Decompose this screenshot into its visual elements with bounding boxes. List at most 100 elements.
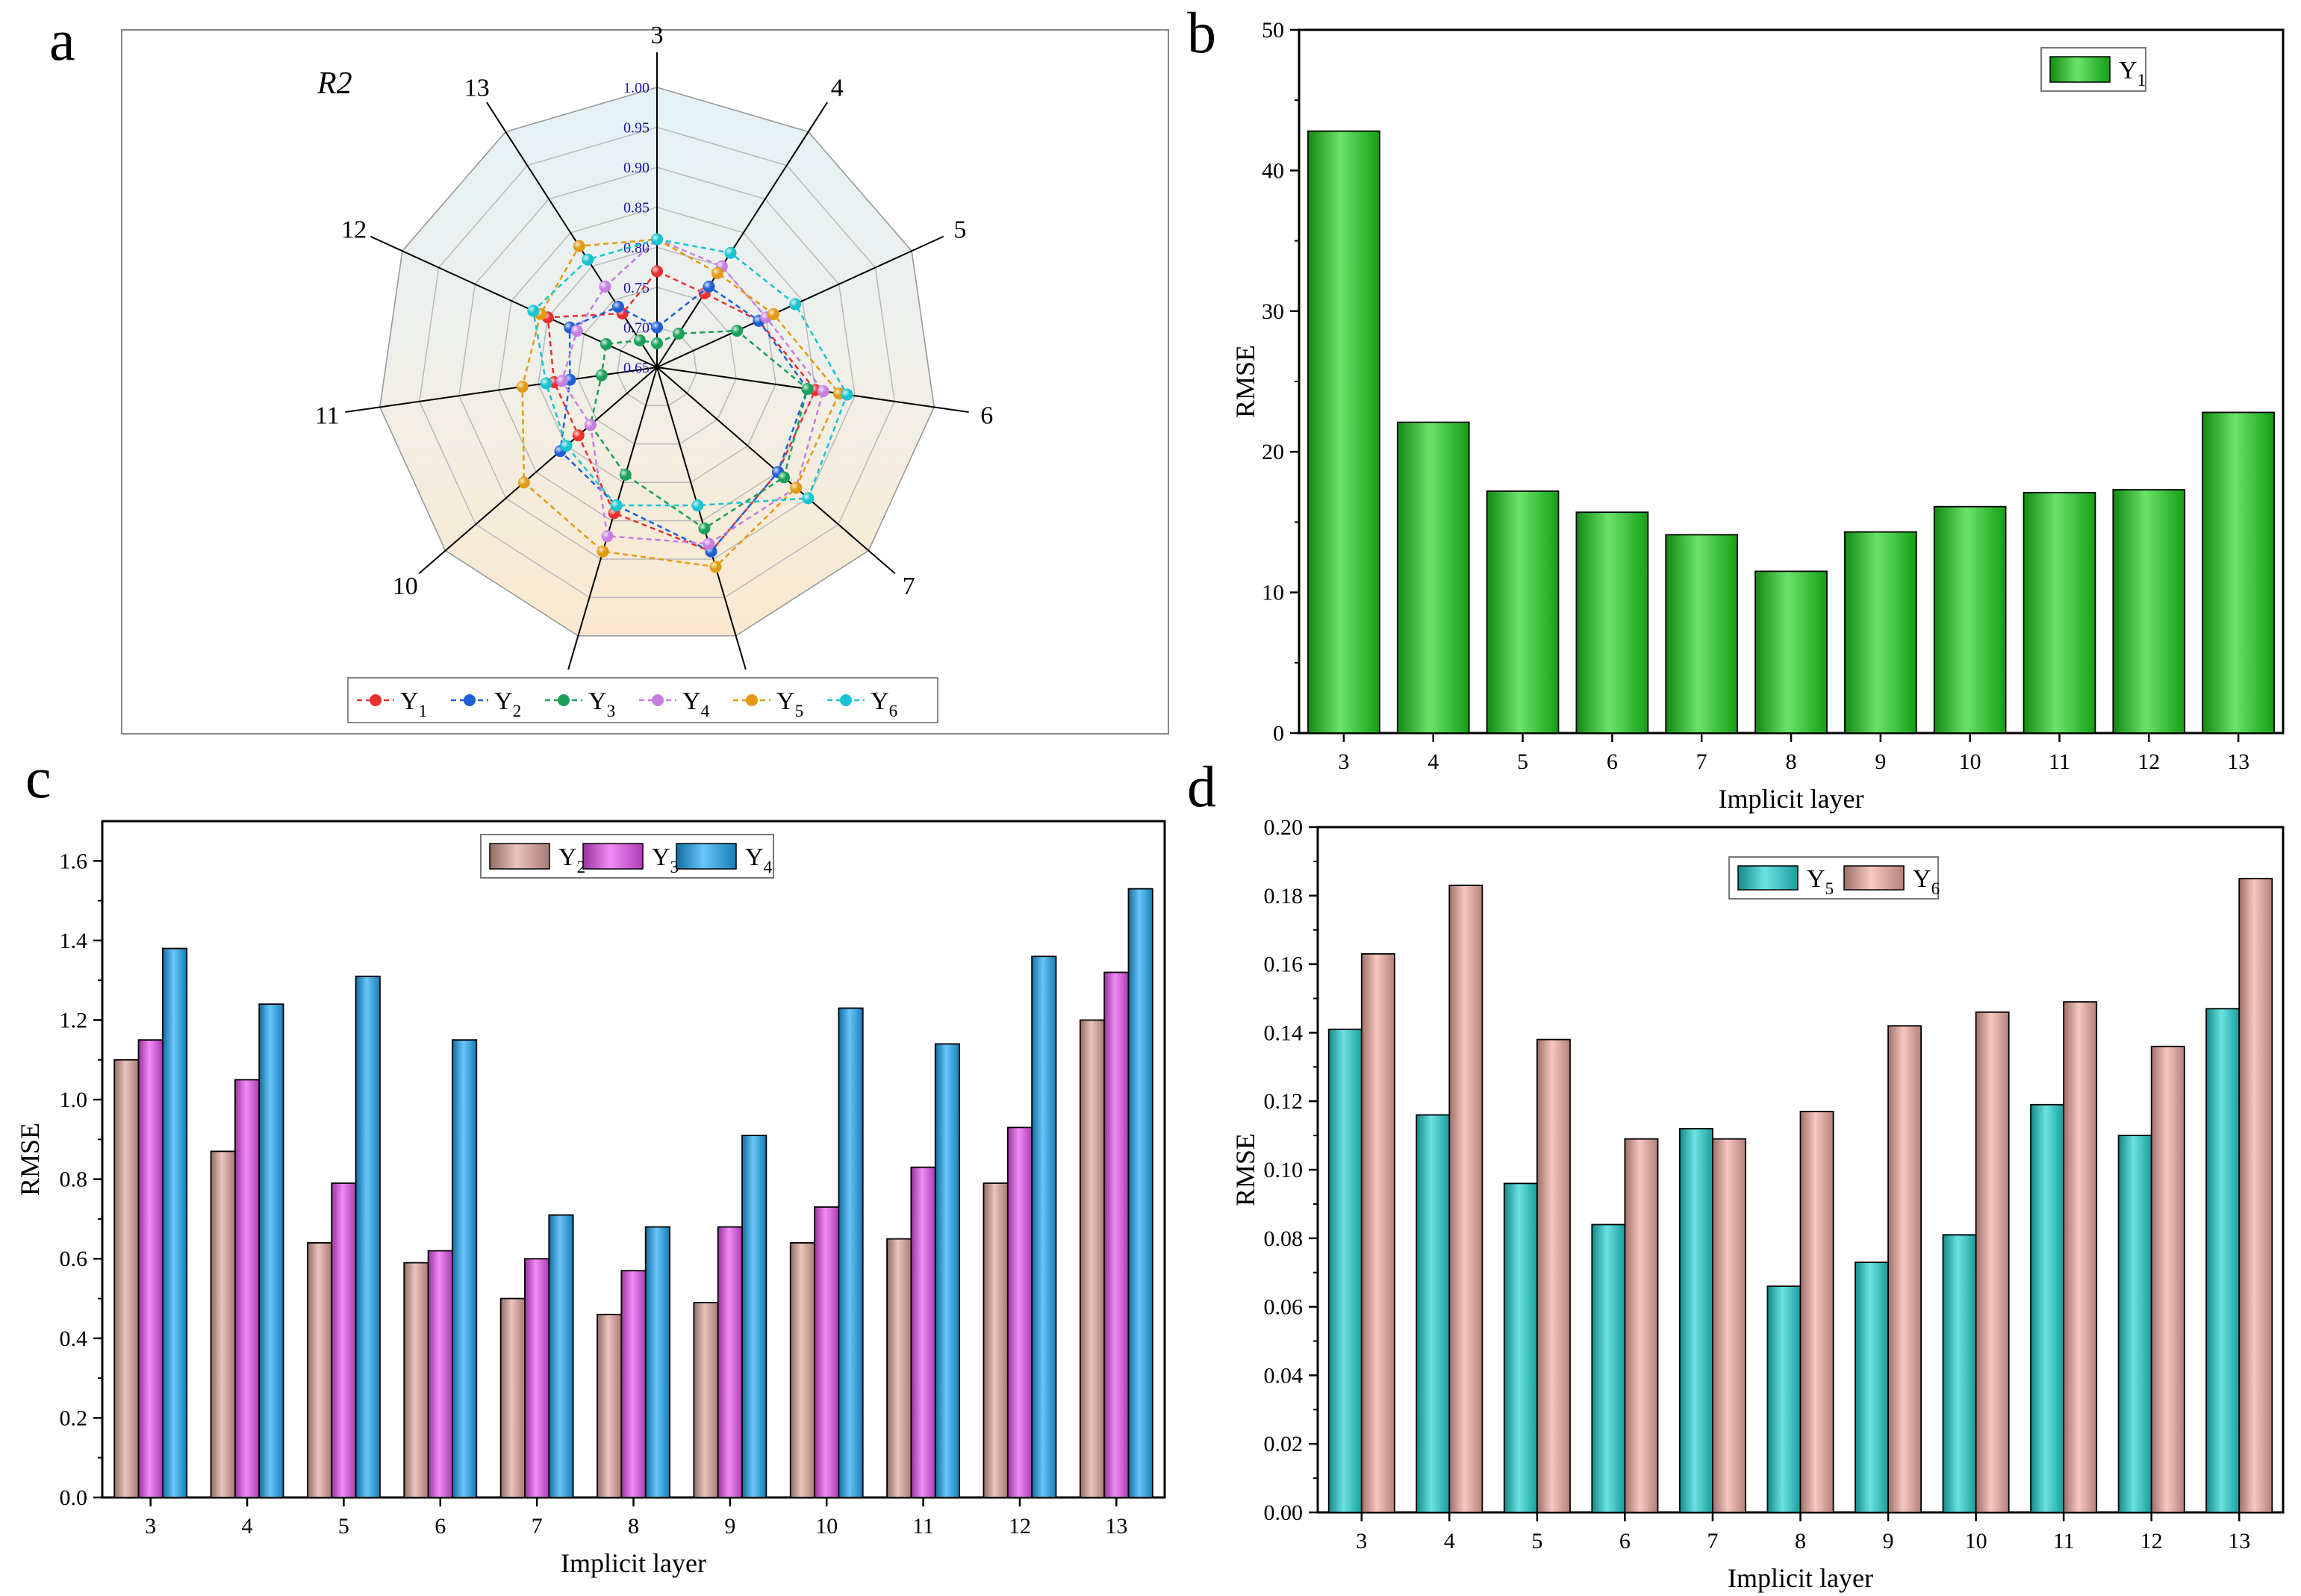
panel-label-c: c [25, 745, 52, 810]
x-tick-label: 12 [2140, 1529, 2163, 1553]
radar-point-shine [767, 308, 779, 320]
bar-Y5-11 [2030, 1103, 2065, 1513]
panel-label-d: d [1187, 754, 1216, 819]
bar-Y6-3 [1360, 953, 1395, 1513]
panel-label-a: a [49, 7, 75, 72]
bar-Y2-10 [789, 1242, 815, 1498]
legend-swatch-Y1 [2049, 56, 2111, 83]
radar-point-shine [691, 499, 704, 512]
y-tick-label: 0.2 [60, 1406, 88, 1430]
bar-Y3-5 [331, 1182, 357, 1498]
legend-swatch-Y2 [489, 843, 550, 870]
bar-Y4-11 [934, 1043, 961, 1498]
y-tick-label: 40 [1262, 158, 1284, 183]
radar-category-label: 12 [341, 216, 367, 244]
bar-Y2-7 [499, 1297, 526, 1498]
radar-spoke [656, 367, 747, 670]
bar-Y1-10 [1933, 505, 2007, 734]
radar-point-shine [703, 280, 715, 293]
bar-Y1-8 [1754, 570, 1828, 734]
bar-Y3-3 [137, 1039, 164, 1498]
bar-Y6-6 [1624, 1138, 1659, 1513]
bar-Y2-13 [1079, 1019, 1106, 1498]
y-tick-label: 0.4 [60, 1327, 88, 1351]
bar-Y3-8 [620, 1270, 647, 1498]
bar-Y1-5 [1486, 490, 1560, 734]
x-axis-title: Implicit layer [1719, 784, 1864, 814]
radar-spoke [418, 367, 658, 575]
radar-point-shine [611, 300, 624, 313]
x-tick-label: 11 [2053, 1529, 2075, 1553]
bar-Y6-7 [1712, 1138, 1746, 1513]
radar-point-shine [802, 492, 815, 505]
y-tick-label: 20 [1262, 440, 1284, 464]
y-tick-label: 0.14 [1264, 1020, 1304, 1045]
x-axis-title: Implicit layer [561, 1548, 706, 1578]
radar-grid-ring [577, 287, 737, 445]
bar-chart-b: 0 10 20 30 40 50 3 4 5 6 7 8 9 10 11 12 13 Implicit layer… [1230, 18, 2285, 814]
y-tick-label: 0.20 [1264, 815, 1304, 840]
y-tick-label: 1.0 [60, 1088, 88, 1112]
bar-Y3-6 [427, 1250, 453, 1498]
bar-Y5-9 [1855, 1262, 1889, 1513]
radar-point-shine [560, 440, 573, 452]
bar-Y2-12 [983, 1182, 1009, 1498]
y-axis-title: RMSE [1230, 345, 1260, 418]
legend-label-Y1: Y1 [400, 688, 427, 721]
radar-point-shine [555, 375, 568, 387]
y-tick-label: 0.02 [1264, 1432, 1304, 1456]
bar-Y1-3 [1307, 130, 1380, 734]
legend-swatch-Y3 [582, 843, 644, 870]
radar-frame [121, 29, 1169, 735]
radar-category-label: 6 [980, 402, 993, 430]
radar-point-shine [633, 334, 646, 346]
x-tick-label: 4 [242, 1514, 253, 1539]
x-tick-label: 11 [912, 1514, 934, 1539]
bar-Y3-10 [814, 1206, 840, 1498]
bar-Y2-5 [306, 1242, 333, 1498]
radar-category-label: 10 [393, 573, 418, 600]
bar-Y6-8 [1799, 1111, 1834, 1513]
radar-r-tick: 0.70 [623, 319, 650, 336]
bar-Y1-13 [2202, 411, 2275, 734]
radar-point-shine [651, 265, 663, 278]
x-tick-label: 3 [145, 1514, 156, 1539]
radar-category-label: 4 [831, 75, 844, 102]
radar-point-shine [651, 321, 663, 334]
legend-label-Y5: Y5 [776, 688, 803, 721]
radar-point-shine [619, 468, 632, 481]
bar-Y2-8 [597, 1313, 623, 1498]
y-tick-label: 1.6 [60, 849, 88, 873]
x-tick-label: 8 [1795, 1529, 1806, 1553]
y-tick-label: 0.16 [1264, 953, 1304, 977]
x-tick-label: 13 [2227, 749, 2249, 774]
bar-Y4-5 [355, 975, 381, 1498]
legend-label-Y6: Y6 [1913, 865, 1940, 899]
bar-Y4-7 [548, 1214, 574, 1498]
bar-Y6-12 [2150, 1045, 2185, 1513]
radar-r-tick: 0.95 [623, 120, 650, 137]
bar-Y5-10 [1942, 1234, 1977, 1513]
radar-point-shine [712, 266, 724, 279]
radar-point-shine [698, 522, 711, 534]
radar-point-shine [573, 240, 585, 252]
radar-grid-ring [617, 326, 697, 407]
bar-Y1-6 [1575, 511, 1649, 734]
legend-label-Y4: Y4 [745, 844, 773, 877]
radar-r-tick: 0.80 [623, 240, 650, 256]
radar-legend: Y1 Y2 Y3 Y4 Y5 Y6 [347, 677, 938, 723]
radar-point-shine [789, 298, 802, 311]
bar-Y5-7 [1678, 1128, 1713, 1513]
y-tick-label: 0.18 [1264, 884, 1304, 908]
radar-point-shine [651, 233, 663, 246]
radar-title: R2 [317, 66, 352, 101]
radar-point-shine [582, 253, 594, 266]
radar-grid-ring [498, 206, 816, 522]
radar-point-shine [651, 337, 663, 349]
x-tick-label: 10 [1965, 1529, 1987, 1553]
bar-Y3-4 [234, 1079, 261, 1498]
bar-chart-c: 0.0 0.2 0.4 0.6 0.8 1.0 1.2 1.4 1.6 3 4 5 6 7 8 9 10 11 12… [15, 820, 1166, 1578]
radar-point-shine [801, 382, 814, 395]
x-tick-label: 10 [1959, 749, 1981, 774]
x-tick-label: 6 [1619, 1529, 1631, 1553]
